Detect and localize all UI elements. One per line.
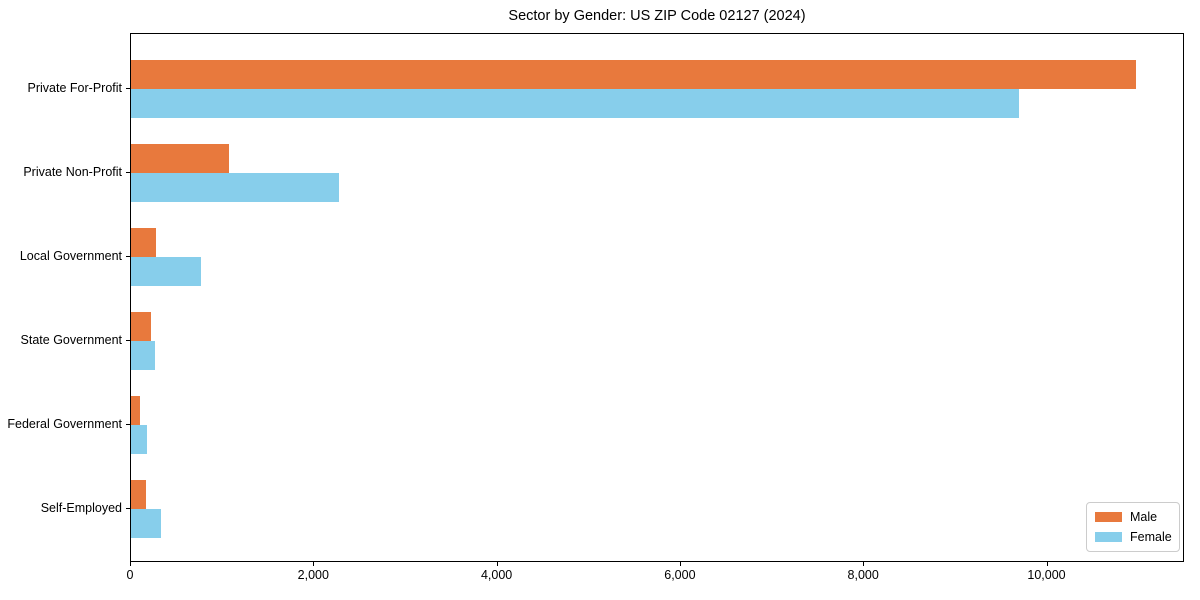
bar-female-6 (131, 509, 162, 538)
y-tick-label: Local Government (19, 249, 122, 263)
x-tick-mark (496, 562, 498, 566)
chart-title: Sector by Gender: US ZIP Code 02127 (202… (508, 8, 806, 24)
x-tick-mark (863, 562, 865, 566)
legend: Male Female (1086, 502, 1180, 552)
bar-male-2 (131, 144, 230, 173)
y-tick-mark (126, 88, 130, 90)
y-tick-mark (126, 256, 130, 258)
legend-label-female: Female (1130, 530, 1172, 544)
legend-swatch-male (1095, 512, 1122, 522)
x-tick-label: 4,000 (480, 568, 513, 582)
x-tick-mark (1046, 562, 1048, 566)
x-tick-mark (130, 562, 132, 566)
y-tick-label: Private For-Profit (27, 81, 122, 95)
y-tick-mark (126, 172, 130, 174)
bar-male-1 (131, 60, 1137, 89)
x-tick-label: 8,000 (847, 568, 879, 582)
bar-female-5 (131, 425, 147, 454)
x-tick-label: 2,000 (297, 568, 329, 582)
legend-entry-male: Male (1095, 510, 1171, 524)
y-tick-mark (126, 508, 130, 510)
legend-label-male: Male (1130, 510, 1158, 524)
y-tick-mark (126, 424, 130, 426)
y-tick-label: Private Non-Profit (23, 165, 122, 179)
y-tick-label: Federal Government (7, 417, 122, 431)
bar-female-3 (131, 257, 201, 286)
y-tick-mark (126, 340, 130, 342)
legend-entry-female: Female (1095, 530, 1172, 544)
bar-male-6 (131, 480, 146, 509)
x-tick-label: 6,000 (664, 568, 696, 582)
bar-female-2 (131, 173, 340, 202)
bar-male-4 (131, 312, 152, 341)
plot-area: Male Female (130, 33, 1184, 562)
x-tick-label: 0 (126, 568, 134, 582)
y-tick-label: State Government (20, 333, 122, 347)
bar-female-4 (131, 341, 156, 370)
bar-male-5 (131, 396, 141, 425)
bar-female-1 (131, 89, 1020, 118)
legend-swatch-female (1095, 532, 1122, 542)
bar-male-3 (131, 228, 156, 257)
x-tick-label: 10,000 (1027, 568, 1066, 582)
x-tick-mark (313, 562, 315, 566)
x-tick-mark (679, 562, 682, 566)
y-tick-label: Self-Employed (40, 501, 122, 515)
